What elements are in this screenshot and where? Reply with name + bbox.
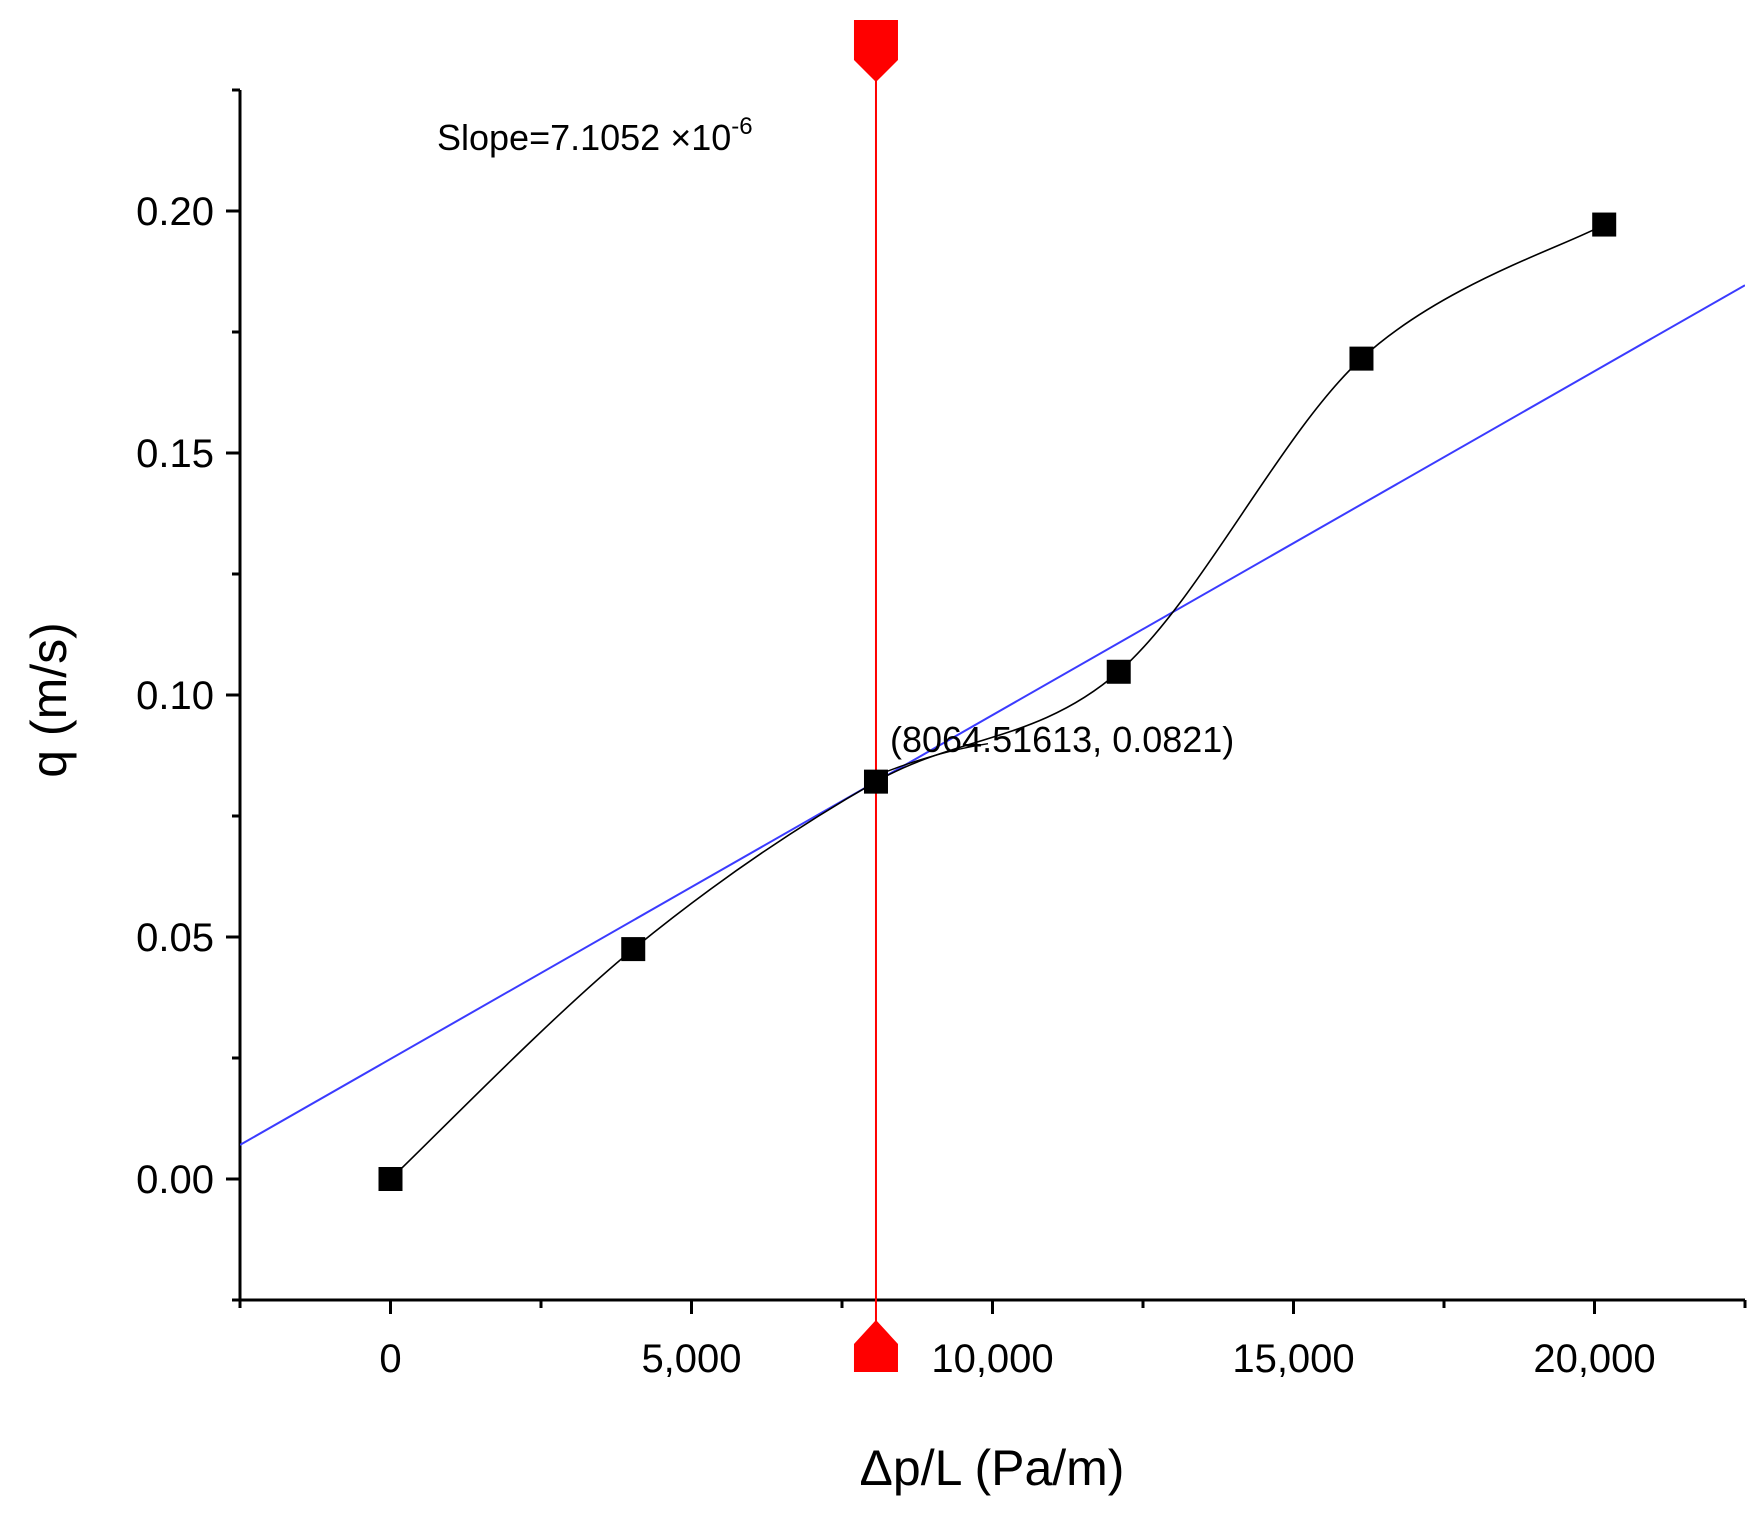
point-label: (8064.51613, 0.0821)	[890, 719, 1234, 760]
y-tick-label: 0.00	[136, 1158, 214, 1202]
plot-area	[240, 223, 1745, 1180]
cursor-bottom-marker	[853, 1320, 898, 1372]
y-tick-label: 0.10	[136, 674, 214, 718]
data-point	[1349, 346, 1374, 371]
slope-label-exponent: -6	[731, 113, 752, 140]
x-tick-label: 15,000	[1232, 1337, 1354, 1381]
axes	[226, 88, 1747, 1314]
data-point	[863, 769, 888, 794]
slope-label: Slope=7.1052 ×10-6	[437, 113, 753, 158]
y-tick-label: 0.15	[136, 432, 214, 476]
x-tick-label: 20,000	[1533, 1337, 1655, 1381]
x-tick-label: 0	[379, 1337, 401, 1381]
labels: 0 5,000 10,000 15,000 20,000 0.00 0.05 0.10 0.15…	[136, 190, 1656, 1381]
y-tick-label: 0.20	[136, 190, 214, 234]
data-point	[621, 937, 646, 962]
data-point	[378, 1167, 403, 1191]
series-curve	[389, 223, 1605, 1180]
slope-label-main: Slope=7.1052 ×10	[437, 117, 731, 158]
marks	[378, 20, 1617, 1372]
tangent-line	[240, 284, 1745, 1146]
x-axis-title: Δp/L (Pa/m)	[860, 1440, 1125, 1496]
y-axis-title: q (m/s)	[21, 622, 77, 778]
cursor-top-marker	[853, 20, 898, 82]
x-tick-label: 10,000	[931, 1337, 1053, 1381]
data-point	[1106, 659, 1131, 684]
x-tick-label: 5,000	[641, 1337, 741, 1381]
point-label-leader	[875, 742, 989, 777]
data-point	[1592, 212, 1617, 237]
y-tick-label: 0.05	[136, 916, 214, 960]
